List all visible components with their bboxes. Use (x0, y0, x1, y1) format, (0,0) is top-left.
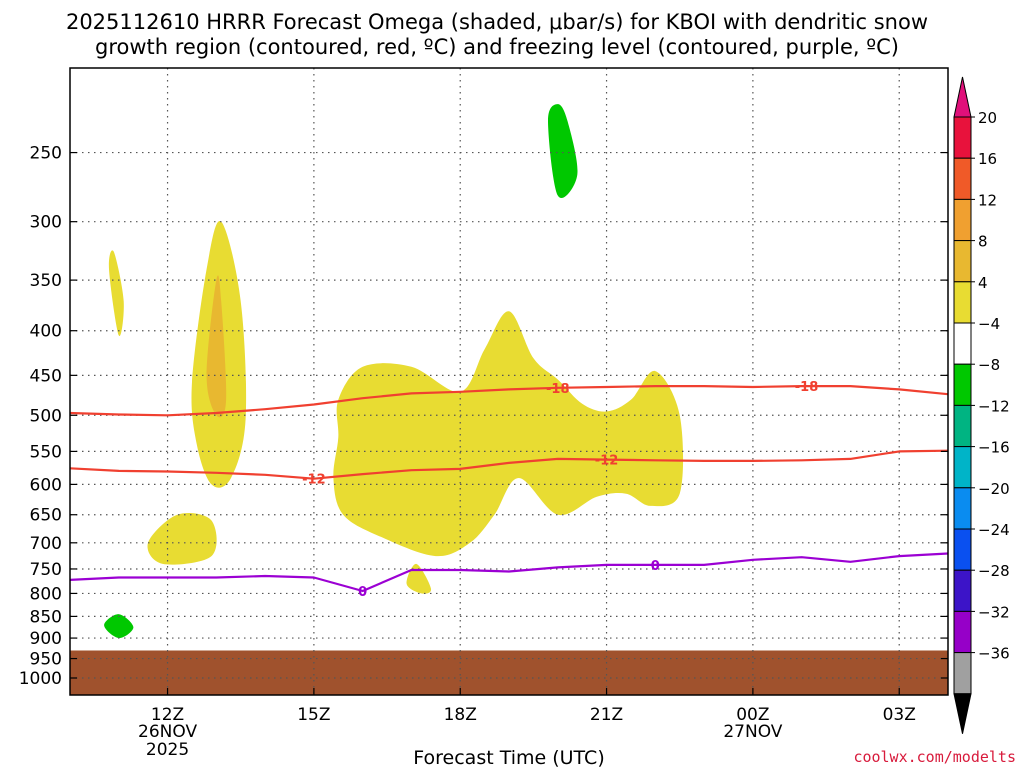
chart-title-line-2: growth region (contoured, red, ºC) and f… (95, 35, 899, 59)
colorbar-label-2: 12 (978, 191, 997, 209)
colorbar-box-9 (953, 487, 972, 530)
colorbar-label-10: −24 (978, 521, 1010, 539)
colorbar-box-13 (953, 652, 972, 695)
contour-minus-18-line (70, 385, 948, 417)
colorbar-box-0 (953, 116, 972, 159)
colorbar-label-13: −36 (978, 645, 1010, 663)
y-tick-label-350: 350 (30, 271, 62, 291)
colorbar-box-3 (953, 240, 972, 283)
colorbar-box-10 (953, 528, 972, 571)
omega-4-8-e (406, 563, 432, 594)
y-tick-label-650: 650 (30, 506, 62, 526)
x-tick-label-03Z: 03Z (883, 705, 916, 725)
x-tick-label-12Z: 12Z (151, 705, 184, 725)
colorbar-label-9: −20 (978, 480, 1010, 498)
x-tick-date-12Z: 26NOV (138, 722, 197, 742)
colorbar-label-6: −8 (978, 356, 1000, 374)
x-axis-label: Forecast Time (UTC) (413, 747, 604, 768)
omega-4-8-c (147, 513, 217, 565)
colorbar-box-12 (953, 610, 972, 654)
x-tick-date-00Z: 27NOV (723, 722, 782, 742)
colorbar-top-arrow (953, 76, 972, 118)
y-tick-label-1000: 1000 (19, 669, 62, 689)
y-tick-label-900: 900 (30, 629, 62, 649)
omega-neg-8-4-b (104, 614, 134, 639)
colorbar-label-3: 8 (978, 233, 988, 251)
y-tick-label-750: 750 (30, 560, 62, 580)
x-tick-label-00Z: 00Z (736, 705, 769, 725)
colorbar-label-8: −16 (978, 439, 1010, 457)
contour-minus-12-line (70, 449, 948, 480)
colorbar-box-6 (953, 363, 972, 406)
colorbar-box-2 (953, 198, 972, 242)
colorbar-label-5: −4 (978, 315, 1000, 333)
credit-text: coolwx.com/modelts (853, 748, 1016, 766)
contour-minus-12-label-0: -12 (302, 473, 326, 488)
chart-title-line-1: 2025112610 HRRR Forecast Omega (shaded, … (65, 10, 929, 34)
colorbar-label-11: −28 (978, 562, 1010, 580)
colorbar-bottom-arrow (953, 693, 972, 734)
colorbar-box-11 (953, 569, 972, 612)
contour-minus-18-label-1: -18 (795, 380, 819, 395)
y-tick-label-300: 300 (30, 213, 62, 233)
y-tick-label-550: 550 (30, 442, 62, 462)
colorbar-box-5 (953, 322, 972, 365)
y-tick-label-850: 850 (30, 607, 62, 627)
omega-4-8-a (108, 250, 124, 337)
colorbar-box-4 (953, 281, 972, 324)
y-tick-label-250: 250 (30, 144, 62, 164)
colorbar-label-4: 4 (978, 274, 988, 292)
colorbar-label-1: 16 (978, 150, 997, 168)
ground-fill (70, 650, 948, 695)
colorbar-label-7: −12 (978, 397, 1010, 415)
colorbar-label-0: 20 (978, 109, 997, 127)
colorbar-box-1 (953, 157, 972, 200)
x-tick-label-18Z: 18Z (444, 705, 477, 725)
x-tick-label-21Z: 21Z (590, 705, 623, 725)
colorbar-label-12: −32 (978, 603, 1010, 621)
y-tick-label-500: 500 (30, 406, 62, 426)
omega-8-12-a (206, 275, 227, 418)
y-tick-label-400: 400 (30, 322, 62, 342)
omega-4-8-d (333, 311, 684, 557)
y-tick-label-600: 600 (30, 475, 62, 495)
y-tick-label-700: 700 (30, 534, 62, 554)
y-tick-label-800: 800 (30, 584, 62, 604)
omega-neg-8-4-a (548, 104, 578, 198)
y-tick-label-450: 450 (30, 366, 62, 386)
plot-frame (69, 67, 949, 696)
x-tick-year-12Z: 2025 (146, 740, 189, 760)
x-tick-label-15Z: 15Z (297, 705, 330, 725)
contour-minus-12-label-1: -12 (595, 454, 619, 469)
colorbar-box-8 (953, 446, 972, 489)
contour-zero-label-1: 0 (651, 559, 660, 574)
colorbar-box-7 (953, 404, 972, 448)
contour-minus-18-label-0: -18 (546, 382, 570, 397)
y-tick-label-950: 950 (30, 650, 62, 670)
contour-zero-line (70, 552, 948, 593)
contour-zero-label-0: 0 (358, 585, 367, 600)
